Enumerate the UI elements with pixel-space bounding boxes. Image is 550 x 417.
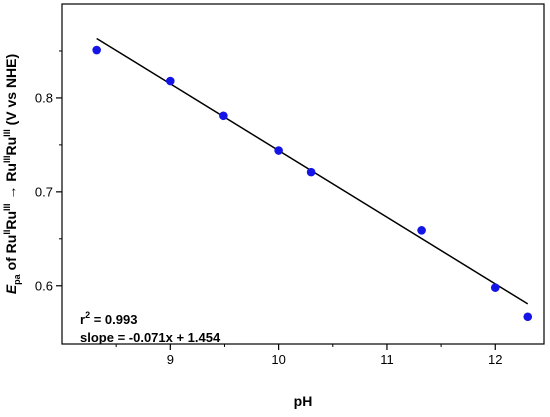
y-axis-title-ru-2: Ru bbox=[3, 137, 19, 156]
plot-frame bbox=[61, 3, 545, 345]
y-axis-title-sup-iii-b: III bbox=[2, 155, 12, 163]
data-point bbox=[523, 312, 533, 322]
y-axis-title-arrow-ru: → Ru bbox=[3, 163, 19, 203]
y-axis-title-sup-iii-a: III bbox=[2, 203, 12, 211]
y-tick-label: 0.8 bbox=[35, 90, 53, 105]
data-point bbox=[92, 45, 101, 55]
y-axis-title-sup-iii-c: III bbox=[2, 129, 12, 137]
x-tick-label: 10 bbox=[271, 352, 285, 367]
y-axis-title: Epa of RuIIRuIII → RuIIIRuIII (V vs NHE) bbox=[2, 54, 22, 294]
y-axis-title-ru: Ru bbox=[3, 211, 19, 230]
r-squared-prefix: r bbox=[80, 312, 85, 327]
r-squared-value: = 0.993 bbox=[90, 312, 137, 327]
x-axis-title: pH bbox=[294, 393, 313, 409]
y-axis-title-e: E bbox=[3, 284, 19, 294]
data-point bbox=[274, 146, 283, 155]
x-axis-ticks: 9 10 11 12 bbox=[115, 344, 502, 367]
x-tick-label: 11 bbox=[380, 352, 394, 367]
r-squared-annotation: r2 = 0.993 bbox=[80, 310, 137, 327]
r-squared-superscript: 2 bbox=[85, 310, 90, 320]
y-axis-title-sup-ii: II bbox=[2, 230, 12, 235]
slope-annotation: slope = -0.071x + 1.454 bbox=[80, 330, 221, 345]
y-tick-label: 0.7 bbox=[35, 184, 53, 199]
y-axis-ticks: 0.6 0.7 0.8 bbox=[35, 50, 62, 293]
x-tick-label: 9 bbox=[167, 352, 174, 367]
data-points bbox=[92, 45, 533, 322]
y-axis-title-of-ru: of Ru bbox=[3, 235, 19, 275]
y-axis-title-pa: pa bbox=[12, 273, 22, 284]
y-tick-label: 0.6 bbox=[35, 278, 53, 293]
data-point bbox=[219, 111, 228, 121]
data-point bbox=[166, 76, 175, 86]
data-point bbox=[490, 283, 500, 292]
data-point bbox=[306, 167, 316, 177]
data-point bbox=[417, 226, 426, 235]
x-tick-label: 12 bbox=[488, 352, 502, 367]
y-axis-title-unit: (V vs NHE) bbox=[3, 54, 19, 129]
